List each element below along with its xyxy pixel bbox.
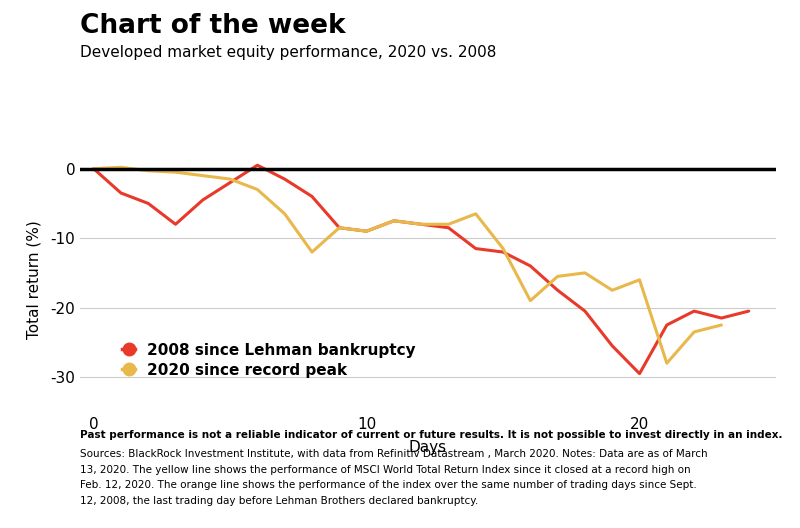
Text: Past performance is not a reliable indicator of current or future results. It is: Past performance is not a reliable indic… — [80, 430, 782, 440]
Text: Feb. 12, 2020. The orange line shows the performance of the index over the same : Feb. 12, 2020. The orange line shows the… — [80, 480, 697, 491]
Y-axis label: Total return (%): Total return (%) — [27, 221, 42, 339]
Legend: 2008 since Lehman bankruptcy, 2020 since record peak: 2008 since Lehman bankruptcy, 2020 since… — [122, 343, 415, 378]
Text: 12, 2008, the last trading day before Lehman Brothers declared bankruptcy.: 12, 2008, the last trading day before Le… — [80, 496, 478, 506]
Text: Chart of the week: Chart of the week — [80, 13, 346, 39]
Text: Sources: BlackRock Investment Institute, with data from Refinitiv Datastream , M: Sources: BlackRock Investment Institute,… — [80, 449, 708, 459]
X-axis label: Days: Days — [409, 440, 447, 455]
Text: 13, 2020. The yellow line shows the performance of MSCI World Total Return Index: 13, 2020. The yellow line shows the perf… — [80, 465, 690, 475]
Text: Developed market equity performance, 2020 vs. 2008: Developed market equity performance, 202… — [80, 45, 496, 60]
